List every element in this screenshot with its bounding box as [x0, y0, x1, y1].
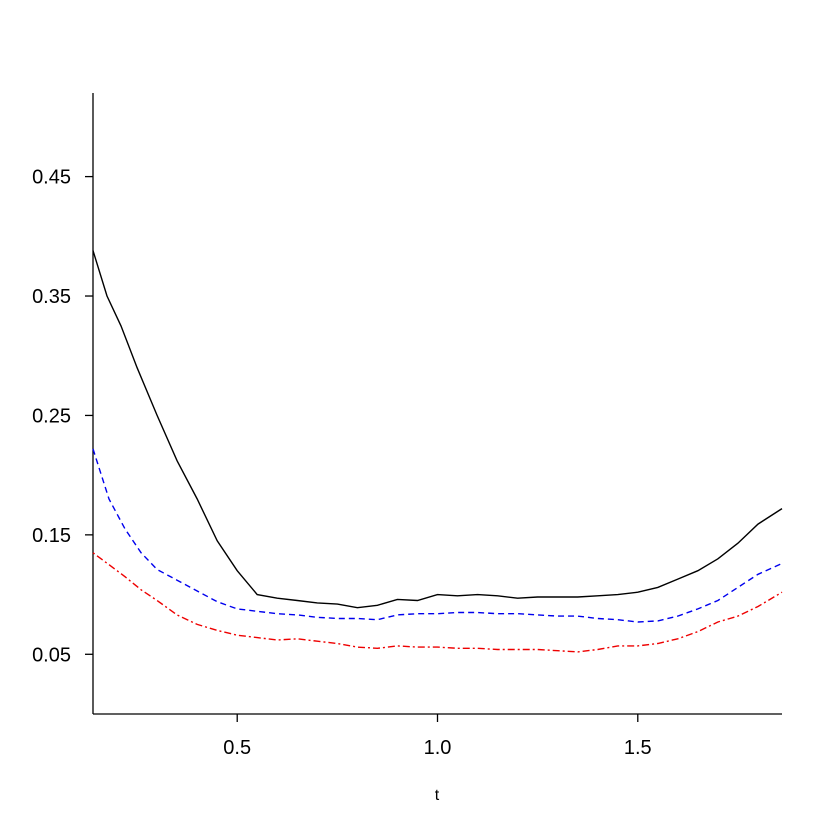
x-tick-label: 0.5	[223, 737, 251, 759]
y-tick-label: 0.35	[32, 286, 71, 308]
y-tick-label: 0.05	[32, 644, 71, 666]
y-tick-label: 0.15	[32, 525, 71, 547]
y-tick-label: 0.45	[32, 167, 71, 189]
series-line-3	[92, 552, 783, 653]
y-tick-label: 0.25	[32, 405, 71, 427]
series-line-1	[92, 250, 783, 609]
x-axis-title: t	[435, 787, 440, 804]
series-layer	[92, 250, 783, 653]
axes: 0.05 0.15 0.25 0.35 0.45 0.5 1.0 1.5	[32, 93, 782, 759]
x-tick-label: 1.0	[424, 737, 452, 759]
x-tick-label: 1.5	[624, 737, 652, 759]
series-line-2	[92, 448, 783, 623]
